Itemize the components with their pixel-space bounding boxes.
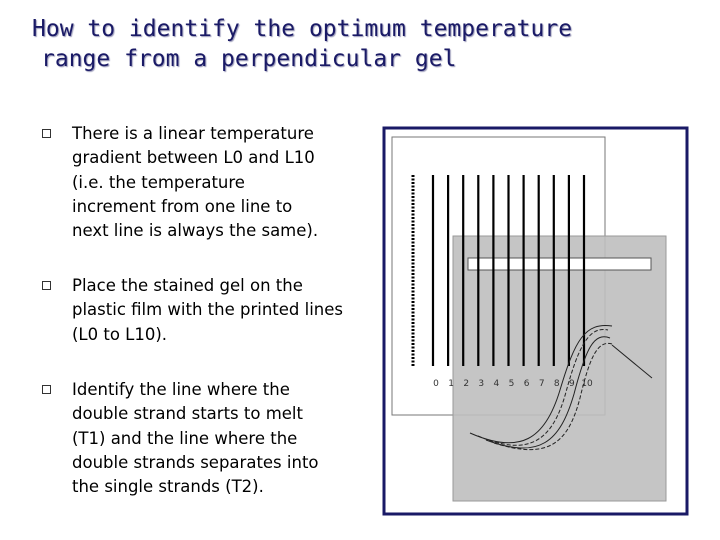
text-line: double strands separates into: [72, 452, 319, 472]
line-label: 9: [569, 379, 575, 389]
line-label: 2: [463, 379, 469, 389]
bullet-text: Place the stained gel on the plastic film…: [72, 274, 343, 347]
bullet-text: There is a linear temperature gradient be…: [72, 122, 318, 243]
bullet-marker: [42, 385, 51, 394]
line-label: 0: [433, 379, 439, 389]
curve: [493, 342, 613, 451]
text-line: Place the stained gel on the: [72, 276, 303, 295]
text-line: (L0 to L10).: [72, 324, 168, 344]
line-label: 5: [509, 379, 515, 389]
bullet-marker: [42, 129, 51, 138]
text-line: There is a linear temperature: [72, 124, 314, 143]
gel: [452, 235, 667, 502]
text-line: increment from one line to: [72, 196, 293, 216]
line-label: 6: [524, 379, 530, 389]
text-line: next line is always the same).: [72, 221, 319, 241]
slide-title: How to identify the optimum temperature …: [32, 14, 572, 74]
text-line: double strand starts to melt: [72, 404, 303, 424]
title-line: range from a perpendicular gel: [41, 46, 457, 72]
line-label: 3: [478, 379, 484, 389]
line-label: 7: [539, 379, 545, 389]
line-label: 1: [448, 379, 454, 389]
line-label: 10: [581, 379, 593, 389]
pointer-line: [611, 344, 653, 379]
text-line: (T1) and the line where the: [72, 428, 298, 448]
text-line: (i.e. the temperature: [72, 172, 245, 192]
title-line: How to identify the optimum temperature: [32, 16, 573, 42]
gel-well: [467, 257, 652, 271]
text-line: the single strands (T2).: [72, 477, 264, 497]
line-label: 8: [554, 379, 560, 389]
text-line: Identify the line where the: [72, 380, 290, 399]
curve: [485, 336, 611, 449]
curve: [477, 328, 609, 446]
line-label: 4: [494, 379, 500, 389]
text-line: plastic film with the printed lines: [72, 300, 344, 320]
curve: [469, 324, 613, 444]
melting-curves: [469, 324, 653, 451]
bullet-text: Identify the line where the double strand…: [72, 378, 319, 499]
text-line: gradient between L0 and L10: [72, 148, 315, 168]
bullet-marker: [42, 281, 51, 290]
